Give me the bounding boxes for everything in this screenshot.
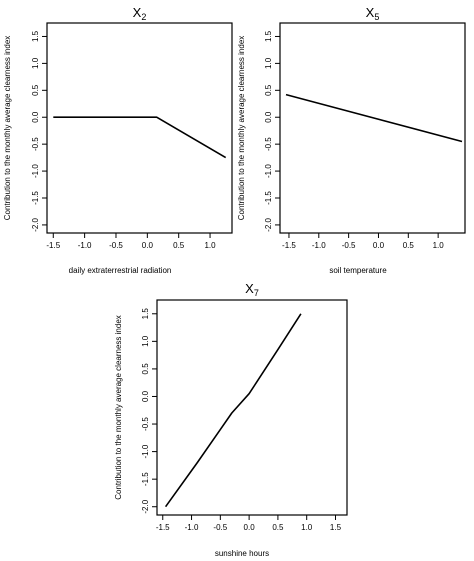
plot-frame <box>156 299 348 516</box>
y-tick-label: 0.0 <box>141 390 150 402</box>
x-tick-label: -1.0 <box>185 523 199 532</box>
y-axis-label: Contribution to the monthly average clea… <box>3 36 12 221</box>
y-tick-label: 1.5 <box>141 308 150 320</box>
x-tick-label: 0.0 <box>373 241 385 250</box>
chart-title-subscript: 5 <box>374 12 379 22</box>
series-line <box>53 116 227 159</box>
x-tick-label: 1.0 <box>433 241 445 250</box>
chart-title: X2 <box>133 5 147 22</box>
y-tick-label: -1.5 <box>141 472 150 486</box>
x-axis-label: soil temperature <box>329 266 387 275</box>
x-tick-label: -1.5 <box>156 523 170 532</box>
series-line <box>285 93 463 143</box>
plot-frame <box>46 22 233 234</box>
x-tick-label: -0.5 <box>109 241 123 250</box>
y-tick-label: 1.0 <box>141 335 150 347</box>
chart-title-subscript: 2 <box>141 12 146 22</box>
y-tick-label: 0.5 <box>31 84 40 96</box>
x-tick-label: 1.5 <box>330 523 342 532</box>
x-tick-label: -1.0 <box>78 241 92 250</box>
y-tick-label: 1.0 <box>264 57 273 69</box>
chart-title: X7 <box>245 281 259 298</box>
chart-3: X7 -1.5 -1.0 -0.5 0.0 0.5 1.0 1.5 -2.0 -1.5 -1.0 -0… <box>114 281 348 558</box>
y-tick-label: -1.0 <box>31 164 40 178</box>
chart-title-subscript: 7 <box>254 288 259 298</box>
y-tick-label: -1.0 <box>141 444 150 458</box>
x-tick-label: -0.5 <box>342 241 356 250</box>
y-axis-label: Contribution to the monthly average clea… <box>237 36 246 221</box>
y-tick-label: 0.5 <box>264 84 273 96</box>
x-tick-label: 0.0 <box>244 523 256 532</box>
y-tick-label: -1.5 <box>31 191 40 205</box>
x-axis-label: sunshine hours <box>215 549 269 558</box>
x-tick-label: 1.0 <box>301 523 313 532</box>
y-tick-label: 1.0 <box>31 57 40 69</box>
y-tick-label: 1.5 <box>264 30 273 42</box>
y-axis-label: Contribution to the monthly average clea… <box>114 315 123 500</box>
chart-2: X5 -1.5 -1.0 -0.5 0.0 0.5 1.0 -2.0 -1.5 -1.0 -0.5 0… <box>237 5 466 275</box>
y-tick-label: -2.0 <box>264 217 273 231</box>
x-tick-label: -1.0 <box>312 241 326 250</box>
x-tick-label: -1.5 <box>282 241 296 250</box>
x-tick-label: 0.5 <box>173 241 185 250</box>
y-tick-label: -1.5 <box>264 191 273 205</box>
y-tick-label: -1.0 <box>264 164 273 178</box>
plot-frame <box>279 22 466 234</box>
x-tick-label: -1.5 <box>46 241 60 250</box>
chart-title: X5 <box>366 5 380 22</box>
chart-1: X2 -1.5 -1.0 -0.5 0.0 0.5 1.0 -2.0 -1.5 -1.0 -0.5 0… <box>3 5 233 275</box>
x-tick-label: 1.0 <box>204 241 216 250</box>
y-tick-label: 1.5 <box>31 30 40 42</box>
y-tick-label: 0.0 <box>264 111 273 123</box>
x-tick-label: 0.0 <box>142 241 154 250</box>
x-tick-label: 0.5 <box>403 241 415 250</box>
series-line <box>164 313 302 508</box>
y-tick-label: 0.0 <box>31 111 40 123</box>
y-tick-label: -0.5 <box>264 137 273 151</box>
y-tick-label: -0.5 <box>31 137 40 151</box>
y-tick-label: -0.5 <box>141 417 150 431</box>
x-axis-label: daily extraterrestrial radiation <box>69 266 172 275</box>
y-tick-label: 0.5 <box>141 363 150 375</box>
x-tick-label: 0.5 <box>272 523 284 532</box>
x-tick-label: -0.5 <box>213 523 227 532</box>
y-tick-label: -2.0 <box>141 499 150 513</box>
y-tick-label: -2.0 <box>31 217 40 231</box>
